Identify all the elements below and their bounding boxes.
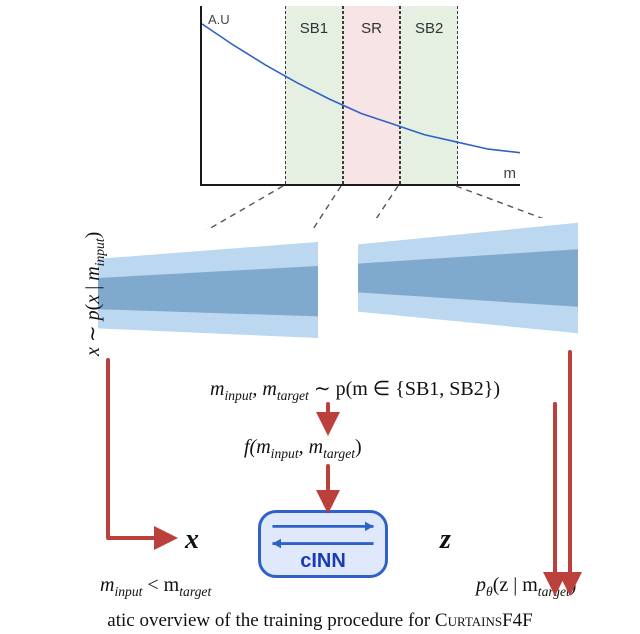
var-z: z	[440, 524, 451, 556]
band-SB1: SB1	[285, 6, 343, 184]
band-label-SB2: SB2	[401, 20, 457, 37]
band-SR: SR	[343, 6, 401, 184]
ribbon-left	[98, 230, 318, 350]
band-SB2: SB2	[400, 6, 458, 184]
m-sample-line: minput, mtarget ∼ p(m ∈ {SB1, SB2})	[210, 376, 500, 404]
f-line: f(minput, mtarget)	[244, 436, 362, 462]
band-label-SR: SR	[344, 20, 400, 37]
p-theta: pθ(z | mtarget)	[476, 574, 576, 600]
figure-root: A.U m SB1 SR SB2 x ∼ p(x | minput) minpu…	[0, 0, 640, 634]
cinn-flow-arrows-icon	[261, 516, 385, 552]
cinn-label: cINN	[300, 550, 346, 573]
figure-caption: atic overview of the training procedure …	[0, 610, 640, 632]
inequality: minput < mtarget	[100, 574, 211, 600]
cinn-box: cINN	[258, 510, 388, 578]
ribbon-right	[358, 218, 578, 338]
band-label-SB1: SB1	[286, 20, 342, 37]
top-chart-xlabel: m	[504, 165, 517, 182]
top-chart: A.U m SB1 SR SB2	[200, 6, 520, 186]
top-chart-ylabel: A.U	[208, 12, 230, 27]
var-x: x	[185, 524, 199, 556]
